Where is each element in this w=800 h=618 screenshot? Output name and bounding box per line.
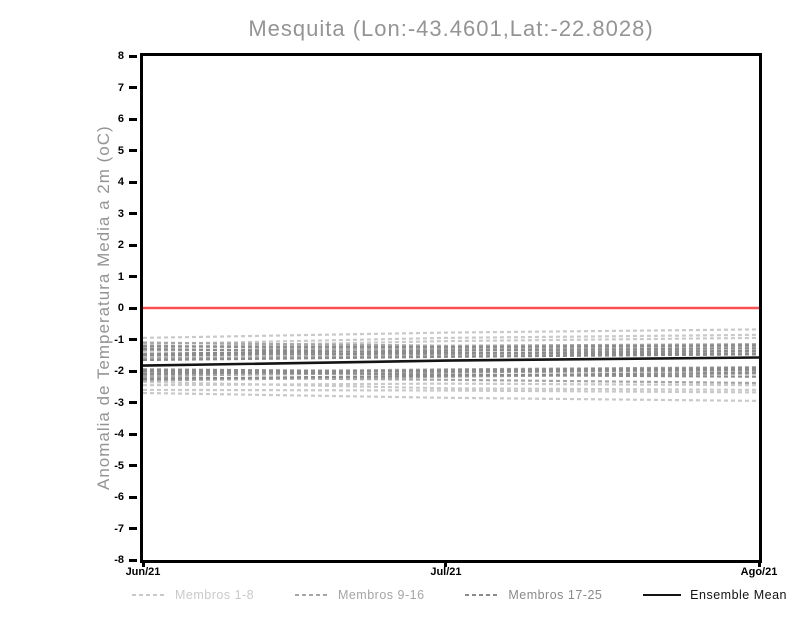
y-tick-label: -3 [114, 396, 124, 409]
y-tick [129, 86, 137, 89]
y-tick-label: -7 [114, 522, 124, 535]
x-tick-label: Jul/21 [430, 566, 462, 578]
y-tick [129, 338, 137, 341]
y-tick [129, 464, 137, 467]
y-tick-label: 0 [117, 302, 124, 314]
member-line [143, 349, 759, 357]
x-tick-label: Ago/21 [740, 566, 778, 578]
x-tick [141, 560, 145, 567]
legend-label: Membros 9-16 [337, 588, 425, 602]
y-tick-label: -6 [114, 491, 124, 503]
y-tick [129, 117, 137, 121]
y-tick [129, 180, 137, 184]
member-line [143, 369, 759, 378]
legend-label: Membros 17-25 [508, 588, 603, 602]
member-line [143, 344, 759, 349]
y-tick-label: -4 [114, 428, 124, 440]
legend-label: Ensemble Mean [690, 588, 787, 602]
member-line [143, 328, 759, 339]
y-tick-label: 4 [117, 176, 124, 188]
member-line [143, 368, 759, 373]
member-line [143, 388, 759, 394]
y-tick-label: 3 [117, 207, 124, 220]
legend-label: Membros 1-8 [175, 588, 255, 602]
ensemble-mean-line [143, 356, 759, 367]
x-tick-label: Jun/21 [125, 566, 161, 578]
member-line [143, 336, 759, 349]
legend-item: Membros 1-8 [132, 588, 254, 602]
y-tick-label: -8 [114, 554, 124, 566]
x-tick [757, 560, 761, 567]
member-line [143, 347, 759, 355]
y-tick [129, 243, 137, 247]
y-tick [129, 306, 137, 310]
y-tick-label: 7 [117, 81, 124, 94]
y-tick [129, 495, 137, 499]
dashed-line-sample [294, 594, 329, 596]
dashed-line-sample [465, 594, 500, 596]
y-tick-label: 8 [117, 50, 124, 62]
y-tick [129, 558, 137, 562]
y-tick-label: -5 [114, 459, 124, 472]
y-tick-label: 5 [117, 144, 124, 157]
y-tick [129, 149, 137, 152]
y-tick [129, 275, 137, 278]
y-tick [129, 212, 137, 215]
legend-item: Membros 9-16 [294, 588, 425, 602]
y-tick-label: 2 [117, 239, 124, 251]
y-tick [129, 527, 137, 530]
plot-svg [143, 306, 759, 402]
y-tick-label: 1 [117, 270, 124, 283]
chart-title: Mesquita (Lon:-43.4601,Lat:-22.8028) [248, 16, 654, 41]
member-line [143, 391, 759, 402]
y-tick-label: -1 [114, 333, 124, 346]
dashed-line-sample [132, 594, 166, 596]
y-tick [129, 369, 137, 373]
y-tick [129, 432, 137, 436]
y-tick [129, 401, 137, 404]
legend-item: Ensemble Mean [643, 588, 787, 602]
member-line [143, 333, 759, 346]
x-tick [444, 560, 448, 567]
member-line [143, 382, 759, 387]
member-line [143, 353, 759, 362]
legend-item: Membros 17-25 [465, 588, 602, 602]
solid-line-sample [643, 594, 682, 596]
legend: Membros 1-8 Membros 9-16 Membros 17-25 Ense… [132, 586, 787, 604]
y-tick-label: -2 [114, 365, 124, 377]
y-tick [129, 54, 137, 58]
axes-layer: 8 7 6 5 4 3 2 1 0 -1 -2 -3 -4 -5 -6 -7 -8 Jun/21 Jul/21 Ago… [114, 50, 777, 578]
y-tick-label: 6 [117, 113, 124, 125]
